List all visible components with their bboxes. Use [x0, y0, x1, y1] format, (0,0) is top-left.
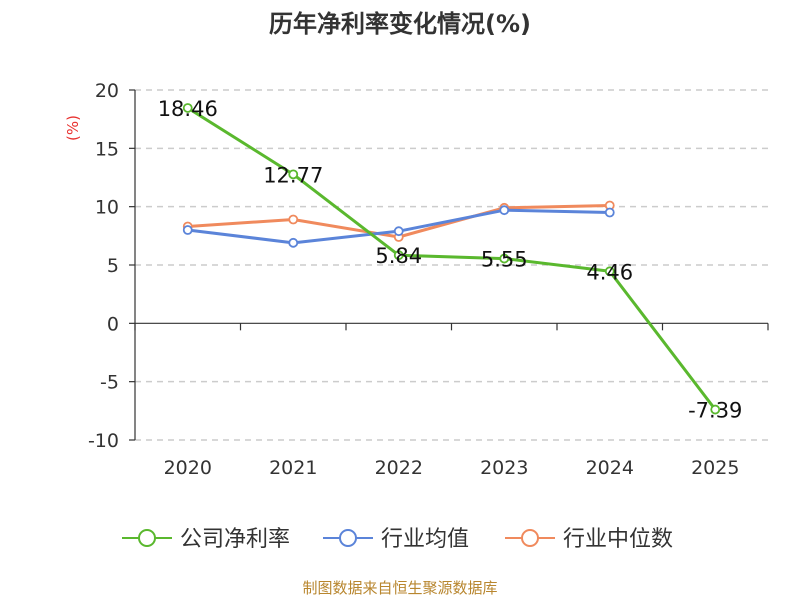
- data-point: [288, 214, 299, 225]
- legend-item[interactable]: 行业均值: [323, 527, 469, 552]
- y-tick-label: 15: [95, 138, 119, 160]
- legend-label: 行业均值: [381, 527, 469, 552]
- data-labels: 18.46 12.77 5.84 5.55 4.46 -7.39: [158, 97, 743, 423]
- series-lines: [182, 103, 721, 415]
- x-tick-label: 2024: [586, 457, 634, 479]
- x-tick-label: 2023: [480, 457, 528, 479]
- y-tick-label: -10: [88, 430, 119, 452]
- data-label: 18.46: [158, 97, 218, 121]
- data-point: [393, 250, 404, 261]
- chart-title: 历年净利率变化情况(%): [269, 10, 531, 38]
- data-point: [182, 103, 193, 113]
- y-tick-label: 5: [107, 255, 119, 277]
- data-point: [393, 226, 404, 237]
- data-point: [182, 225, 193, 235]
- data-label: -7.39: [688, 399, 742, 423]
- data-point: [604, 266, 615, 277]
- legend-marker: [339, 529, 357, 547]
- data-label: 5.84: [375, 244, 422, 268]
- source-note: 制图数据来自恒生聚源数据库: [302, 579, 497, 597]
- y-tick-label: 20: [95, 80, 119, 102]
- y-tick-label: 10: [95, 197, 119, 219]
- y-tick-label: 0: [107, 313, 119, 335]
- data-point: [710, 404, 721, 415]
- y-axis-unit-label: (%): [64, 115, 82, 141]
- x-tick-label: 2022: [375, 457, 423, 479]
- legend-label: 行业中位数: [563, 527, 673, 552]
- data-label: 12.77: [263, 163, 323, 187]
- data-point: [288, 169, 299, 180]
- y-tick-label: -5: [100, 372, 119, 394]
- axes: [129, 89, 769, 441]
- data-point: [288, 237, 299, 248]
- legend-item[interactable]: 行业中位数: [505, 527, 673, 552]
- data-point: [499, 205, 510, 216]
- data-label: 4.46: [586, 260, 633, 284]
- legend-marker: [521, 529, 539, 547]
- data-point: [604, 207, 615, 218]
- series-line: [186, 106, 717, 411]
- legend-label: 公司净利率: [180, 527, 290, 552]
- legend[interactable]: 公司净利率 行业均值 行业中位数: [122, 527, 673, 552]
- legend-marker: [138, 529, 156, 547]
- data-point: [499, 253, 510, 264]
- data-label: 5.55: [481, 248, 528, 272]
- x-tick-label: 2025: [691, 457, 739, 479]
- x-tick-label: 2021: [269, 457, 317, 479]
- grid-lines: [135, 89, 768, 441]
- legend-item[interactable]: 公司净利率: [122, 527, 290, 552]
- x-tick-label: 2020: [164, 457, 212, 479]
- tick-labels: 20 15 10 5 0 -5 -10 2020 2021 2022 2023 2024 2025: [88, 80, 739, 479]
